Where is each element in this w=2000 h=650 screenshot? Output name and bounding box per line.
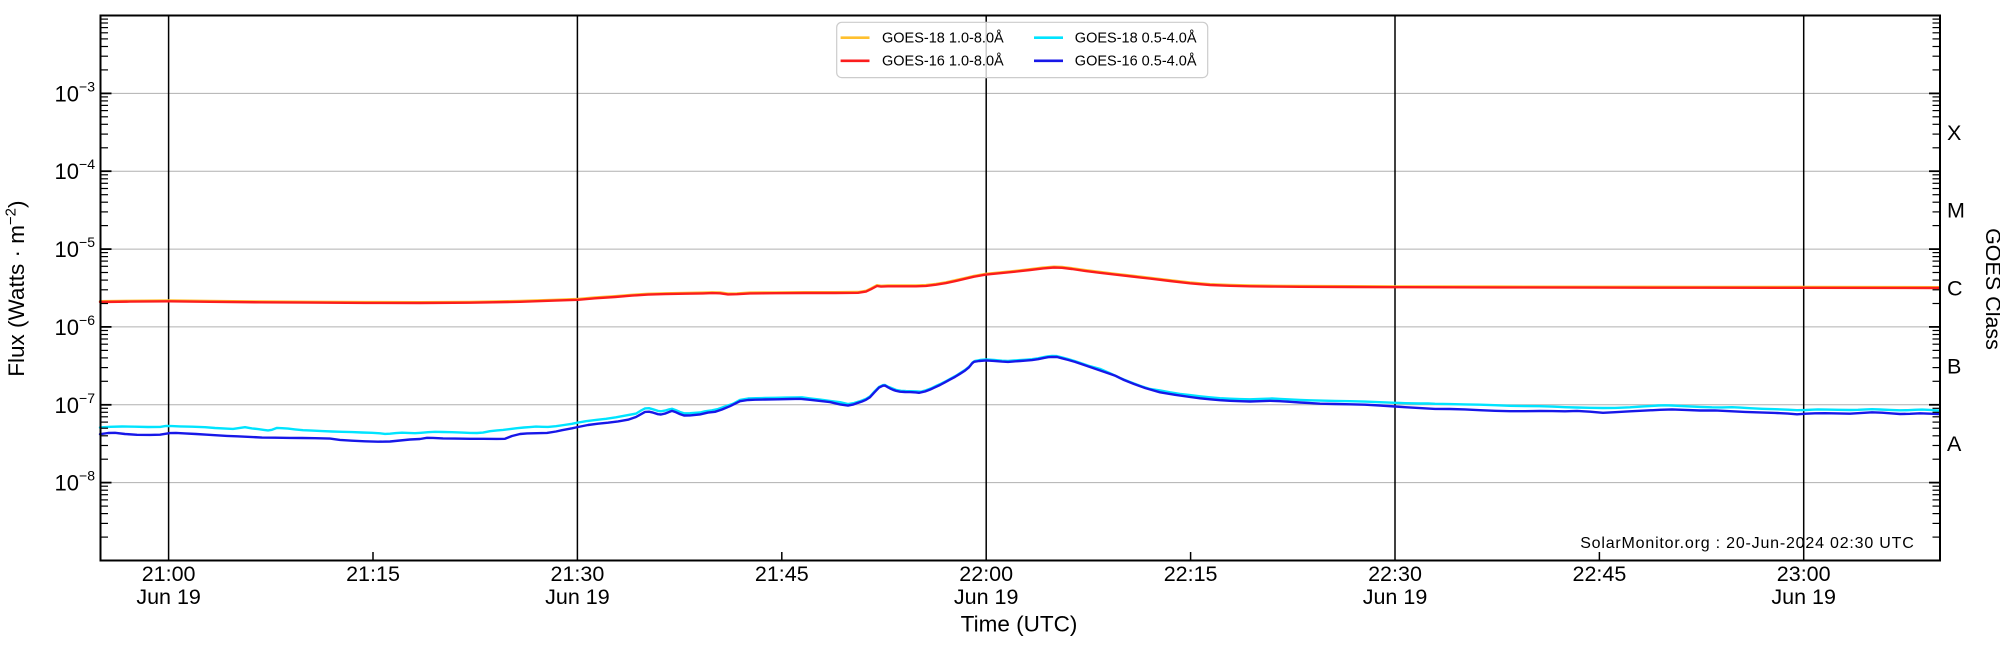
svg-text:10−4: 10−4 [55,156,96,184]
svg-text:22:45: 22:45 [1572,562,1626,586]
svg-text:21:30: 21:30 [550,562,604,586]
svg-text:Jun 19: Jun 19 [1363,585,1428,609]
svg-text:GOES-18 1.0-8.0Å: GOES-18 1.0-8.0Å [882,30,1004,47]
svg-text:M: M [1947,199,1965,223]
svg-text:SolarMonitor.org : 20-Jun-2024: SolarMonitor.org : 20-Jun-2024 02:30 UTC [1580,535,1914,552]
svg-text:GOES-16 0.5-4.0Å: GOES-16 0.5-4.0Å [1075,53,1197,70]
svg-text:23:00: 23:00 [1777,562,1831,586]
svg-text:Time (UTC): Time (UTC) [961,612,1078,637]
svg-text:GOES Class: GOES Class [1981,228,2000,350]
svg-text:A: A [1947,432,1962,456]
svg-text:21:45: 21:45 [755,562,809,586]
svg-text:X: X [1947,121,1961,145]
svg-text:10−5: 10−5 [55,234,96,262]
svg-text:22:15: 22:15 [1164,562,1218,586]
svg-text:Jun 19: Jun 19 [954,585,1019,609]
svg-text:GOES-18 0.5-4.0Å: GOES-18 0.5-4.0Å [1075,30,1197,47]
svg-text:B: B [1947,354,1961,378]
svg-text:Jun 19: Jun 19 [1771,585,1836,609]
svg-text:10−8: 10−8 [55,468,96,496]
svg-text:10−6: 10−6 [55,312,96,340]
svg-text:21:15: 21:15 [346,562,400,586]
svg-text:Flux (Watts · m−2): Flux (Watts · m−2) [3,200,30,376]
svg-text:21:00: 21:00 [142,562,196,586]
svg-text:Jun 19: Jun 19 [136,585,201,609]
svg-text:10−3: 10−3 [55,78,96,106]
svg-text:22:00: 22:00 [959,562,1013,586]
svg-text:10−7: 10−7 [55,390,96,418]
svg-text:C: C [1947,277,1963,301]
svg-text:22:30: 22:30 [1368,562,1422,586]
svg-text:GOES-16 1.0-8.0Å: GOES-16 1.0-8.0Å [882,53,1004,70]
svg-text:Jun 19: Jun 19 [545,585,610,609]
